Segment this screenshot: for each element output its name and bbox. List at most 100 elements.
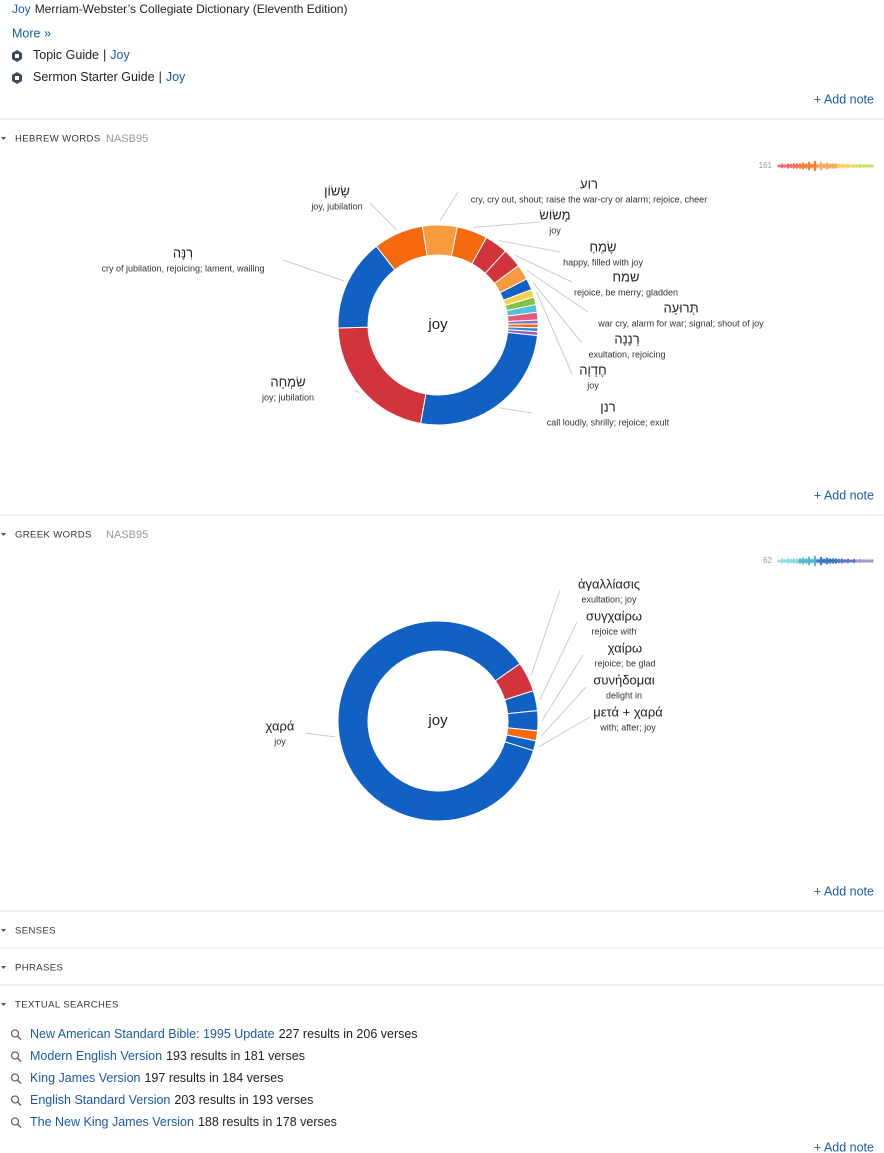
search-icon [10,1073,20,1082]
collapse-toggle[interactable] [1,1003,6,1006]
guide-link[interactable]: Joy [110,48,130,62]
leader-line [530,589,561,676]
leader-line [439,191,459,222]
search-results: 203 results in 193 verses [174,1093,313,1107]
add-note[interactable]: + Add note [814,884,874,898]
guide-icon-inner [15,76,19,80]
sparkline-dot [816,559,820,563]
add-note[interactable]: + Add note [814,92,874,106]
leader-line [498,240,561,253]
word-label: חֶדְוָה [579,362,606,377]
search-link[interactable]: The New King James Version [30,1115,194,1129]
sparkline-dot [789,163,793,169]
word-label: רִנָּה [173,245,193,260]
leader-line [282,259,344,282]
sparkline-dot [831,558,835,564]
add-note[interactable]: + Add note [814,1140,874,1153]
word-label: שִׂמְחָה [270,374,305,389]
search-icon-handle [16,1079,22,1085]
dictionary-link[interactable]: Joy [12,2,31,16]
text-line: Joy Merriam-Webster’s Collegiate Dictiona… [12,2,347,16]
sparkline-dot [822,558,826,564]
word-label: ἀγαλλίασις [578,576,640,591]
gloss-label: call loudly, shrilly; rejoice; exult [547,417,670,427]
search-link[interactable]: Modern English Version [30,1049,162,1063]
donut-slice [337,326,427,425]
sparkline-dot [864,164,868,168]
version-label: NASB95 [106,133,148,145]
search-icon [10,1095,20,1104]
search-link[interactable]: King James Version [30,1071,141,1085]
sparkline-dot [801,557,805,565]
collapse-toggle[interactable] [1,137,6,140]
gloss-label: joy; jubilation [261,392,314,402]
guide-link[interactable]: Joy [166,70,186,84]
sparkline-dot [777,164,781,168]
search-results: 197 results in 184 verses [144,1071,283,1085]
leader-line [515,254,573,283]
word-label: תְּרוּעָה [663,300,698,315]
sparkline-dot [783,164,787,168]
text-line: English Standard Version 203 results in 1… [30,1093,313,1107]
text-line: Topic Guide | Joy [33,48,130,62]
section-heading[interactable]: SENSES [15,926,56,937]
sparkline-dot [813,160,817,172]
sparkline-dot [810,558,814,564]
sparkline-dot [792,163,796,169]
search-results: 188 results in 178 verses [198,1115,337,1129]
center-label: joy [427,316,448,333]
sparkline-dot [786,163,790,169]
sparkline-dot [825,162,829,170]
donut-slice [375,225,428,271]
sparkline-dot [780,558,784,564]
gloss-label: rejoice with [591,626,636,636]
section-heading[interactable]: HEBREW WORDS [15,134,101,145]
sparkline-dot [810,163,814,169]
gloss-label: cry of jubilation, rejoicing; lament, wa… [101,263,264,273]
collapse-toggle[interactable] [1,966,6,969]
section-heading[interactable]: GREEK WORDS [15,530,92,541]
sparkline-dot [804,163,808,169]
sparkline-dot [852,558,856,564]
sparkline-dot [801,162,805,170]
gloss-label: rejoice, be merry; gladden [574,287,678,297]
search-link[interactable]: English Standard Version [30,1093,170,1107]
sparkline-dot [852,163,856,169]
count-label: 62 [763,556,772,565]
sparkline-dot [822,163,826,169]
guide-name: Topic Guide [33,48,99,62]
leader-line [532,282,583,344]
gloss-label: exultation, rejoicing [588,349,665,359]
section-heading[interactable]: PHRASES [15,963,63,974]
search-results: 193 results in 181 verses [166,1049,305,1063]
guide-sep: | [159,70,162,84]
sparkline-dot [798,163,802,169]
sparkline-dot [855,559,859,563]
gloss-label: joy [548,225,561,235]
section-heading[interactable]: TEXTUAL SEARCHES [15,1000,119,1011]
word-label: שָׂשׂוֹן [324,183,350,198]
search-icon [10,1029,20,1038]
search-icon [10,1117,20,1126]
sparkline-dot [783,559,787,563]
search-link[interactable]: New American Standard Bible: 1995 Update [30,1027,275,1041]
more-link[interactable]: More » [12,26,51,40]
collapse-toggle[interactable] [1,929,6,932]
sparkline-dot [795,558,799,564]
sparkline-dot [798,558,802,564]
leader-line [540,686,587,737]
search-icon-handle [16,1057,22,1063]
sparkline-dot [825,557,829,565]
word-label: רנן [600,399,615,414]
gloss-label: cry, cry out, shout; raise the war-cry o… [471,194,707,204]
sparkline-dot [819,161,823,171]
collapse-toggle[interactable] [1,533,6,536]
sparkline-dot [789,558,793,564]
add-note[interactable]: + Add note [814,488,874,502]
sparkline-dot [837,163,841,169]
word-label: συνήδομαι [593,672,654,687]
leader-line [538,716,591,748]
sparkline-dot [813,555,817,567]
sparkline-dot [858,558,862,564]
